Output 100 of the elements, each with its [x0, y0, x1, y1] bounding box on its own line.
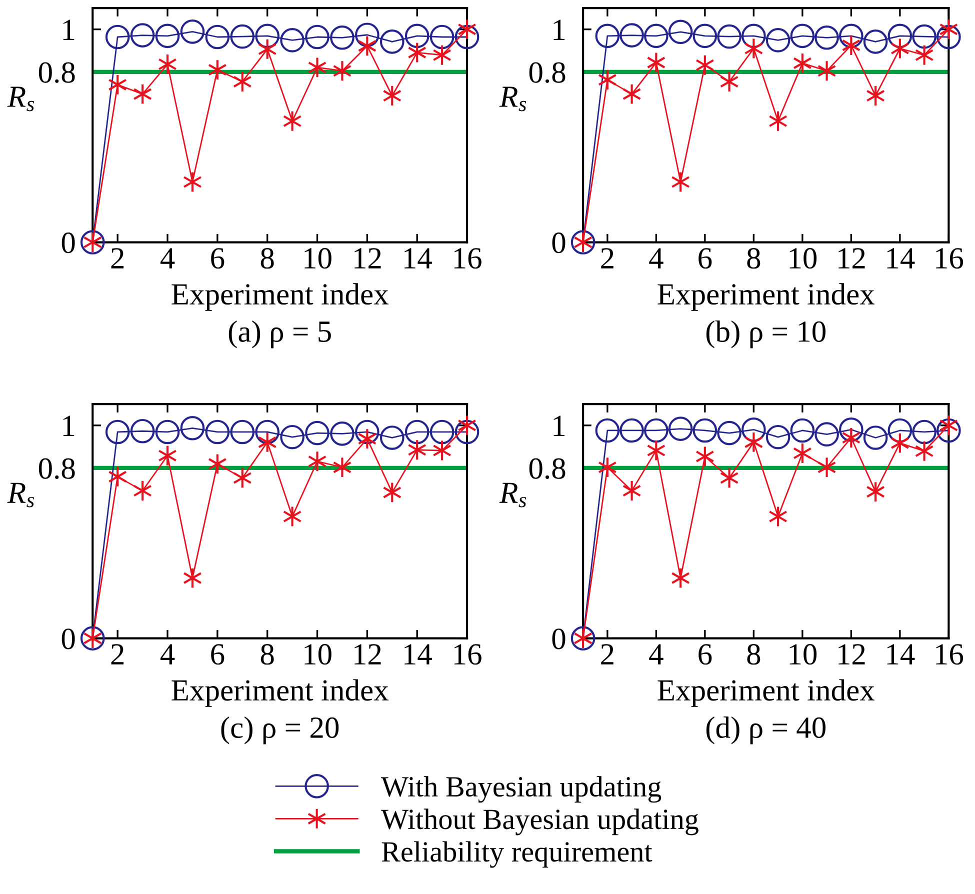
- point: [158, 444, 177, 466]
- y-tick-label: 0.8: [38, 62, 75, 83]
- point: [622, 83, 642, 105]
- legend-label: With Bayesian updating: [381, 776, 662, 803]
- x-tick-label: 2: [111, 248, 124, 268]
- y-axis-title: R$_{s}$: [7, 86, 34, 112]
- y-axis-title: R$_{s}$: [499, 482, 526, 508]
- point: [330, 422, 354, 446]
- point: [817, 60, 836, 82]
- point: [720, 70, 739, 92]
- x-tick-label: 16: [454, 248, 482, 269]
- point: [744, 431, 764, 453]
- text: (d) ρ = 40: [706, 716, 826, 744]
- point: [866, 85, 886, 107]
- legend-label: Reliability requirement: [382, 841, 652, 868]
- point: [230, 24, 255, 49]
- x-tick-label: 12: [838, 248, 865, 268]
- point: [814, 25, 839, 50]
- point: [692, 24, 718, 48]
- point: [912, 420, 936, 444]
- point: [890, 432, 910, 454]
- text: (c) ρ = 20: [221, 716, 339, 744]
- x-tick-label: 12: [838, 644, 865, 664]
- point: [180, 20, 205, 44]
- point: [180, 416, 205, 440]
- x-tick-label: 4: [649, 644, 664, 664]
- point: [282, 110, 302, 132]
- point: [914, 440, 934, 462]
- y-tick-label: 1: [554, 416, 565, 436]
- y-tick-label: 1: [63, 20, 74, 40]
- x-tick-label: 12: [354, 644, 381, 664]
- point: [939, 414, 958, 436]
- point: [308, 56, 327, 78]
- point: [380, 30, 404, 54]
- point: [936, 24, 961, 50]
- point: [668, 416, 693, 441]
- x-tick-label: 10: [790, 644, 817, 665]
- point: [230, 420, 255, 444]
- x-tick-label: 4: [160, 644, 175, 664]
- point: [458, 414, 476, 436]
- y-tick-label: 0: [552, 628, 566, 650]
- point: [430, 24, 454, 50]
- point: [839, 417, 864, 442]
- point: [742, 417, 766, 442]
- y-tick-label: 0: [552, 232, 566, 254]
- point: [692, 418, 718, 443]
- point: [598, 456, 617, 478]
- point: [620, 418, 644, 443]
- point: [258, 431, 277, 453]
- point: [644, 24, 668, 48]
- point: [105, 24, 130, 50]
- point: [155, 420, 180, 444]
- x-tick-label: 4: [649, 248, 664, 268]
- x-axis-title: Experiment index: [658, 679, 875, 707]
- x-tick-label: 14: [404, 248, 432, 268]
- point: [358, 35, 377, 57]
- legend-label: Without Bayesian updating: [381, 808, 698, 836]
- x-tick-label: 8: [260, 644, 274, 665]
- x-tick-label: 6: [698, 248, 712, 269]
- point: [888, 418, 912, 443]
- point: [742, 24, 766, 48]
- point: [454, 24, 480, 50]
- point: [790, 24, 815, 48]
- point: [105, 420, 130, 444]
- point: [158, 53, 177, 76]
- y-tick-label: 1: [63, 416, 74, 436]
- point: [205, 420, 230, 444]
- point: [817, 456, 836, 478]
- point: [355, 420, 380, 444]
- point: [842, 34, 861, 56]
- point: [332, 456, 352, 478]
- text: (b) ρ = 10: [706, 320, 826, 348]
- point: [717, 24, 742, 49]
- x-tick-label: 14: [887, 644, 915, 664]
- point: [358, 428, 377, 450]
- point: [766, 424, 790, 450]
- y-tick-label: 0.8: [529, 458, 566, 480]
- point: [792, 442, 812, 464]
- point: [355, 22, 380, 48]
- point: [595, 418, 620, 443]
- point: [936, 418, 961, 443]
- point: [598, 69, 617, 91]
- y-axis-title: R$_{s}$: [7, 482, 34, 508]
- point: [205, 24, 230, 50]
- y-tick-label: 0: [62, 628, 75, 650]
- point: [454, 420, 480, 444]
- point: [717, 420, 742, 446]
- point: [255, 420, 280, 444]
- x-axis-title: Experiment index: [172, 679, 388, 707]
- point: [814, 422, 839, 446]
- x-tick-label: 2: [111, 644, 124, 664]
- x-tick-label: 10: [304, 248, 332, 269]
- point: [332, 60, 352, 82]
- x-tick-label: 10: [304, 644, 332, 665]
- y-tick-label: 0.8: [529, 62, 566, 83]
- point: [380, 426, 404, 450]
- x-tick-label: 2: [601, 248, 614, 268]
- point: [130, 418, 155, 444]
- point: [912, 24, 936, 49]
- point: [404, 420, 430, 444]
